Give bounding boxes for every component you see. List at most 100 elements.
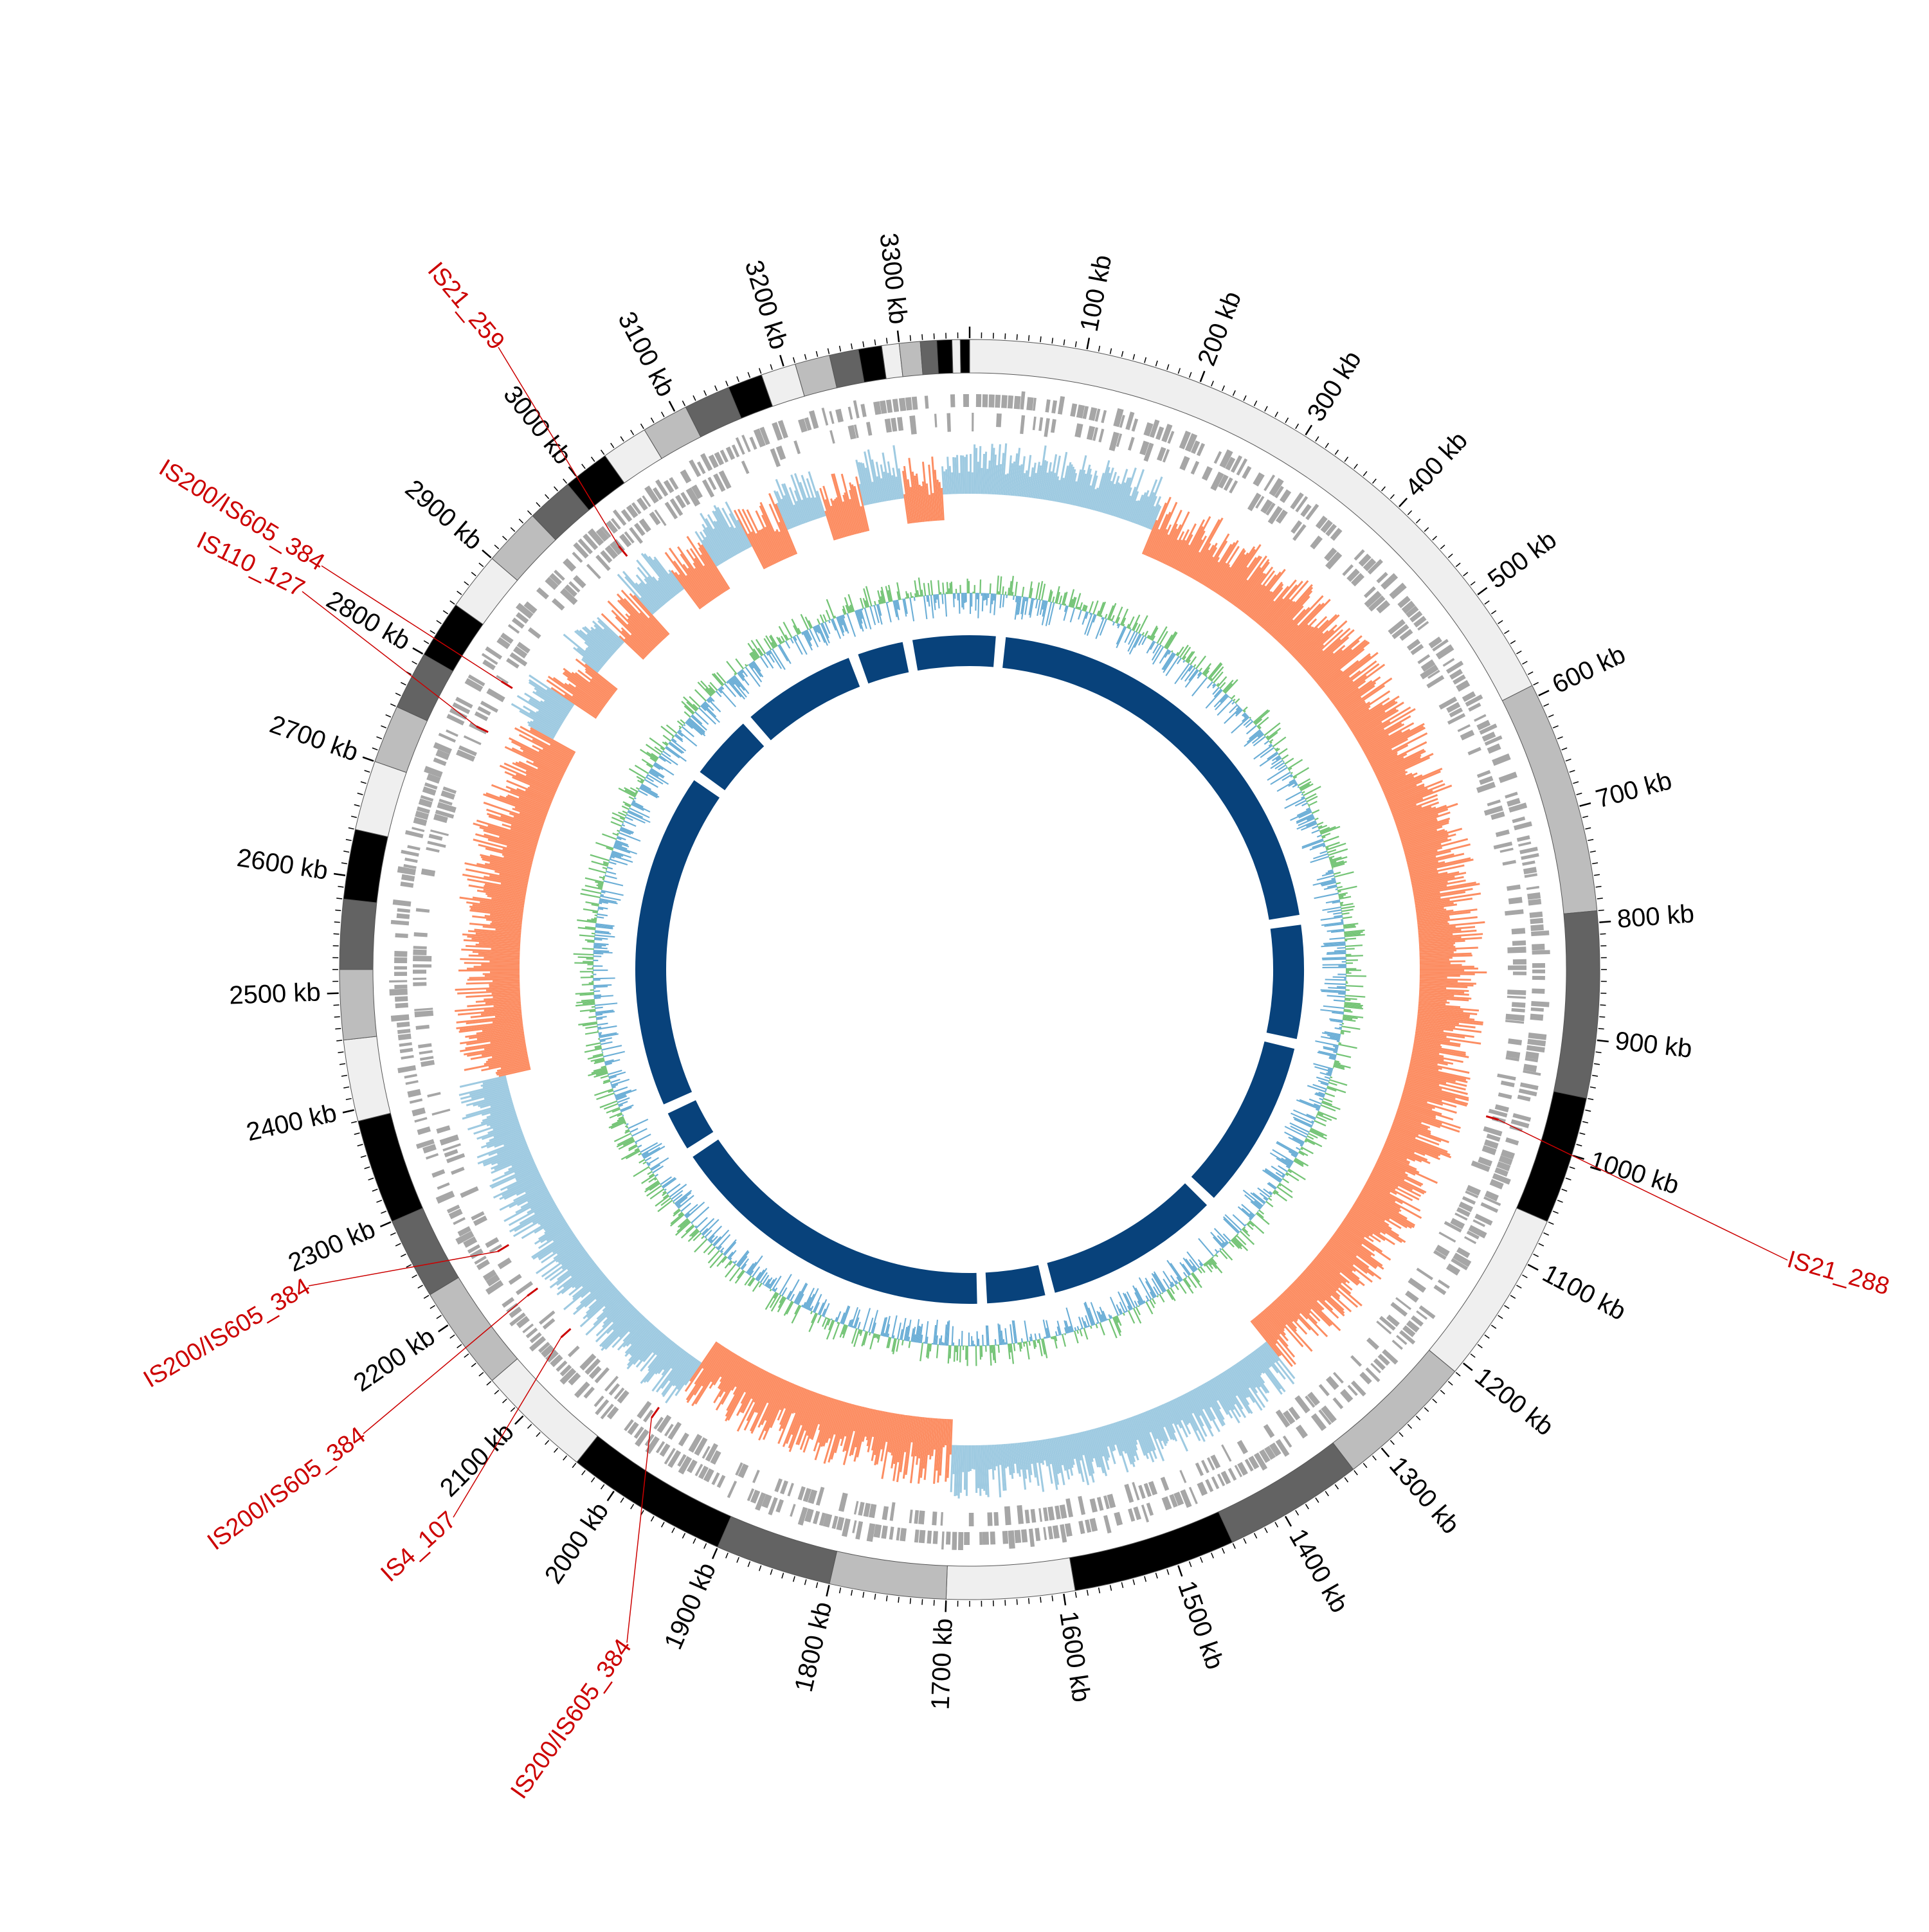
gc-below-mean (1174, 663, 1190, 684)
minor-tick (1363, 1463, 1367, 1468)
gene-forward (927, 1531, 932, 1544)
gene-reverse (418, 1043, 432, 1048)
gene-forward (436, 1191, 455, 1204)
gc-above-mean (633, 1166, 649, 1177)
minor-tick (381, 1211, 386, 1213)
minor-tick (354, 805, 360, 806)
gene-reverse (1512, 1002, 1525, 1008)
gc-below-mean (593, 960, 598, 961)
gene-forward (399, 1042, 412, 1047)
minor-tick (1424, 527, 1428, 531)
minor-tick (1592, 1075, 1598, 1076)
minor-tick (1548, 1222, 1553, 1225)
gene-forward (397, 1022, 410, 1027)
minor-tick (682, 401, 685, 406)
minor-tick (361, 782, 367, 784)
gc-skew-negative (972, 473, 974, 494)
minor-tick (715, 386, 718, 391)
gc-below-mean (1034, 599, 1036, 600)
gene-reverse (1090, 1498, 1098, 1512)
gene-forward (1053, 1525, 1060, 1539)
gene-forward (1214, 451, 1222, 464)
minor-tick (503, 536, 507, 540)
minor-tick (1200, 1557, 1202, 1562)
gc-below-mean (1198, 1238, 1214, 1257)
minor-tick (361, 1155, 367, 1157)
gc-above-mean (636, 787, 640, 790)
gc-below-mean (1024, 1321, 1028, 1342)
gene-reverse (1202, 466, 1213, 481)
major-tick (343, 1110, 354, 1113)
minor-tick (793, 357, 795, 363)
gc-below-mean (1055, 1331, 1058, 1336)
minor-tick (770, 365, 772, 370)
gc-above-mean (999, 576, 1002, 595)
ideogram-band (1429, 1208, 1548, 1371)
gc-above-mean (923, 583, 927, 597)
gene-forward (1051, 401, 1057, 414)
minor-tick (1553, 726, 1558, 728)
gene-forward (1002, 1531, 1008, 1544)
minor-tick (377, 1200, 382, 1202)
gc-below-mean (601, 1045, 622, 1051)
gc-above-mean (955, 589, 957, 594)
gene-forward (1530, 912, 1543, 918)
gc-above-mean (833, 1322, 840, 1339)
gene-reverse (486, 688, 505, 702)
gc-above-mean (1083, 1328, 1089, 1340)
minor-tick (1265, 1528, 1267, 1533)
minor-tick (693, 1539, 696, 1544)
gene-forward (1530, 918, 1543, 924)
gene-forward (1180, 1489, 1191, 1508)
gene-reverse (1060, 1504, 1067, 1519)
minor-tick (1416, 519, 1420, 523)
is-leader-line (627, 1418, 651, 1643)
gene-reverse (858, 1502, 864, 1516)
gc-below-mean (1315, 1040, 1339, 1047)
minor-tick (346, 840, 352, 841)
minor-tick (1233, 1544, 1235, 1549)
minor-tick (1408, 1424, 1411, 1428)
gene-forward (1499, 772, 1517, 783)
gc-above-mean (644, 1182, 660, 1193)
gc-below-mean (1163, 1271, 1173, 1287)
gc-above-mean (792, 1305, 802, 1323)
gene-reverse (1507, 996, 1526, 999)
gc-below-mean (1223, 1233, 1231, 1241)
gene-reverse (969, 1513, 974, 1526)
gc-above-mean (1090, 1326, 1092, 1329)
gc-above-mean (1249, 717, 1251, 719)
minor-tick (1145, 1576, 1146, 1582)
gc-above-mean (930, 580, 934, 595)
gc-below-mean (595, 1007, 603, 1009)
major-tick (1087, 338, 1089, 349)
gc-below-mean (597, 1023, 608, 1026)
minor-tick (368, 1178, 374, 1180)
gc-above-mean (959, 585, 961, 593)
gc-above-mean (817, 618, 820, 625)
gc-above-mean (990, 583, 992, 594)
minor-tick (1244, 395, 1246, 401)
gene-reverse (854, 1501, 858, 1515)
gc-below-mean (1342, 961, 1346, 962)
gc-above-mean (937, 580, 940, 595)
gc-above-mean (910, 592, 912, 598)
gc-above-mean (1346, 970, 1361, 971)
gc-above-mean (1325, 842, 1340, 848)
gc-above-mean (909, 1341, 911, 1348)
gc-below-mean (824, 1316, 826, 1317)
gc-above-mean (1341, 909, 1354, 912)
minor-tick (662, 412, 664, 417)
gc-above-mean (1192, 1272, 1200, 1283)
gc-above-mean (574, 953, 594, 955)
gc-above-mean (1345, 989, 1350, 991)
gene-forward (1532, 944, 1544, 950)
gc-below-mean (864, 608, 872, 629)
gene-forward (1443, 658, 1455, 667)
minor-tick (457, 1344, 462, 1348)
minor-tick (365, 770, 370, 772)
gc-below-mean (836, 1311, 841, 1322)
gc-above-mean (582, 948, 594, 950)
gc-below-mean (1314, 892, 1339, 899)
minor-tick (1463, 572, 1468, 576)
